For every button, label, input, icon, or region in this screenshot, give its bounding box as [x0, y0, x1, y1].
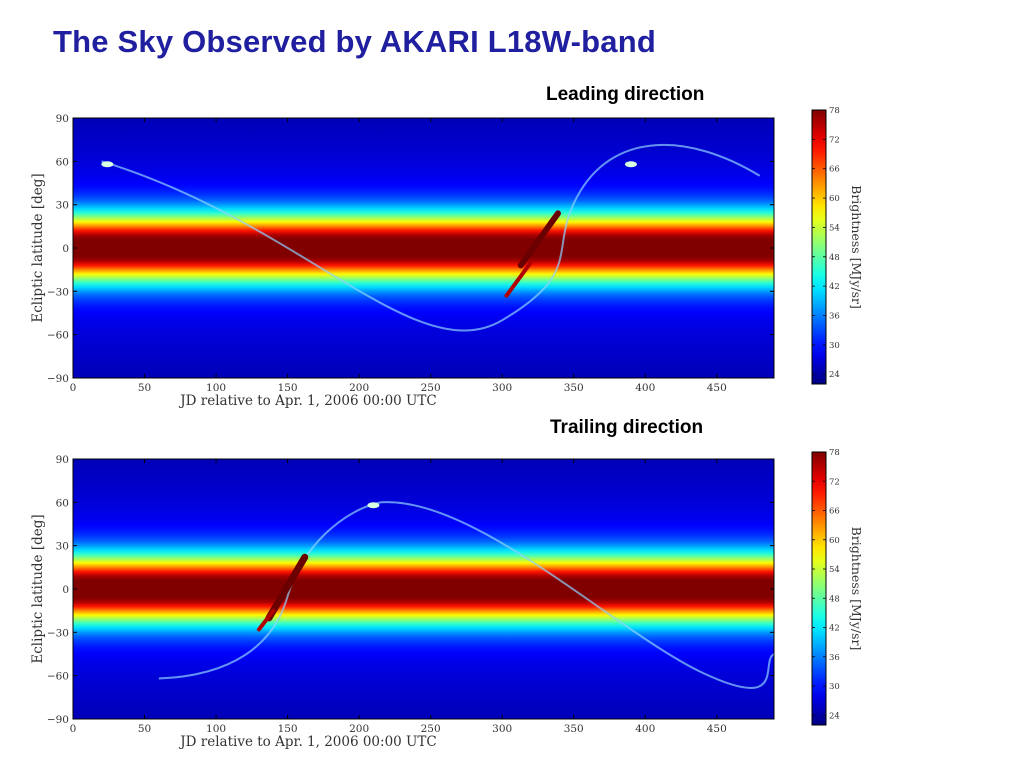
- colorbar-tick-label: 72: [829, 477, 840, 487]
- x-tick-label: 0: [70, 723, 77, 735]
- slide-title: The Sky Observed by AKARI L18W-band: [53, 24, 656, 59]
- x-tick-label: 250: [421, 382, 441, 394]
- colorbar-tick-label: 60: [829, 536, 840, 546]
- x-tick-label: 450: [707, 723, 727, 735]
- x-tick-label: 100: [206, 723, 226, 735]
- y-axis-label: Ecliptic latitude [deg]: [30, 514, 46, 663]
- y-tick-label: −30: [47, 286, 69, 298]
- colorbar-tick-label: 54: [829, 223, 840, 233]
- colorbar-tick-label: 48: [829, 594, 840, 604]
- x-tick-label: 250: [421, 723, 441, 735]
- chart-title-trailing: Trailing direction: [550, 417, 704, 438]
- colorbar-tick-label: 30: [829, 341, 840, 351]
- colorbar-tick-label: 66: [829, 165, 840, 175]
- y-tick-label: −90: [47, 373, 69, 385]
- colorbar-tick-label: 78: [829, 106, 840, 116]
- colorbar-tick-label: 66: [829, 507, 840, 517]
- x-tick-label: 0: [70, 382, 77, 394]
- heatmap-background: [73, 118, 774, 378]
- x-tick-label: 150: [278, 382, 298, 394]
- colorbar-tick-label: 24: [829, 711, 840, 721]
- y-tick-label: 90: [56, 454, 69, 466]
- galactic-plane-trace: [158, 501, 775, 690]
- x-tick-label: 350: [564, 723, 584, 735]
- x-tick-label: 50: [138, 723, 151, 735]
- x-tick-label: 350: [564, 382, 584, 394]
- x-tick-label: 50: [138, 382, 151, 394]
- galactic-plane-trace: [101, 143, 761, 332]
- colorbar-tick-label: 42: [829, 624, 840, 634]
- x-axis-label: JD relative to Apr. 1, 2006 00:00 UTC: [178, 734, 437, 750]
- x-tick-label: 200: [349, 723, 369, 735]
- y-tick-label: 30: [56, 541, 69, 553]
- x-tick-label: 450: [707, 382, 727, 394]
- y-axis-label: Ecliptic latitude [deg]: [30, 173, 46, 322]
- y-tick-label: −60: [47, 330, 69, 342]
- x-tick-label: 200: [349, 382, 369, 394]
- colorbar-tick-label: 30: [829, 682, 840, 692]
- y-tick-label: −60: [47, 671, 69, 683]
- y-tick-label: 0: [62, 243, 69, 255]
- colorbar-label: Brightness [MJy/sr]: [849, 527, 864, 651]
- colorbar-tick-label: 60: [829, 194, 840, 204]
- x-tick-label: 300: [492, 723, 512, 735]
- y-tick-label: −90: [47, 714, 69, 726]
- x-tick-label: 400: [635, 723, 655, 735]
- colorbar-tick-label: 36: [829, 312, 840, 322]
- heatmap-background: [73, 459, 774, 719]
- y-tick-label: 30: [56, 200, 69, 212]
- colorbar-tick-label: 42: [829, 282, 840, 292]
- y-tick-label: 60: [56, 156, 69, 168]
- y-tick-label: 60: [56, 497, 69, 509]
- x-tick-label: 400: [635, 382, 655, 394]
- colorbar-tick-label: 78: [829, 448, 840, 458]
- colorbar-tick-label: 48: [829, 253, 840, 263]
- colorbar-tick-label: 54: [829, 565, 840, 575]
- y-tick-label: −30: [47, 627, 69, 639]
- colorbar-tick-label: 36: [829, 653, 840, 663]
- x-tick-label: 300: [492, 382, 512, 394]
- colorbar: [811, 109, 827, 385]
- colorbar: [811, 451, 827, 726]
- y-tick-label: 0: [62, 584, 69, 596]
- colorbar-tick-label: 72: [829, 135, 840, 145]
- colorbar-tick-label: 24: [829, 370, 840, 380]
- y-tick-label: 90: [56, 113, 69, 125]
- chart-title-leading: Leading direction: [546, 84, 705, 105]
- x-axis-label: JD relative to Apr. 1, 2006 00:00 UTC: [178, 393, 437, 409]
- x-tick-label: 150: [278, 723, 298, 735]
- x-tick-label: 100: [206, 382, 226, 394]
- colorbar-label: Brightness [MJy/sr]: [849, 185, 864, 309]
